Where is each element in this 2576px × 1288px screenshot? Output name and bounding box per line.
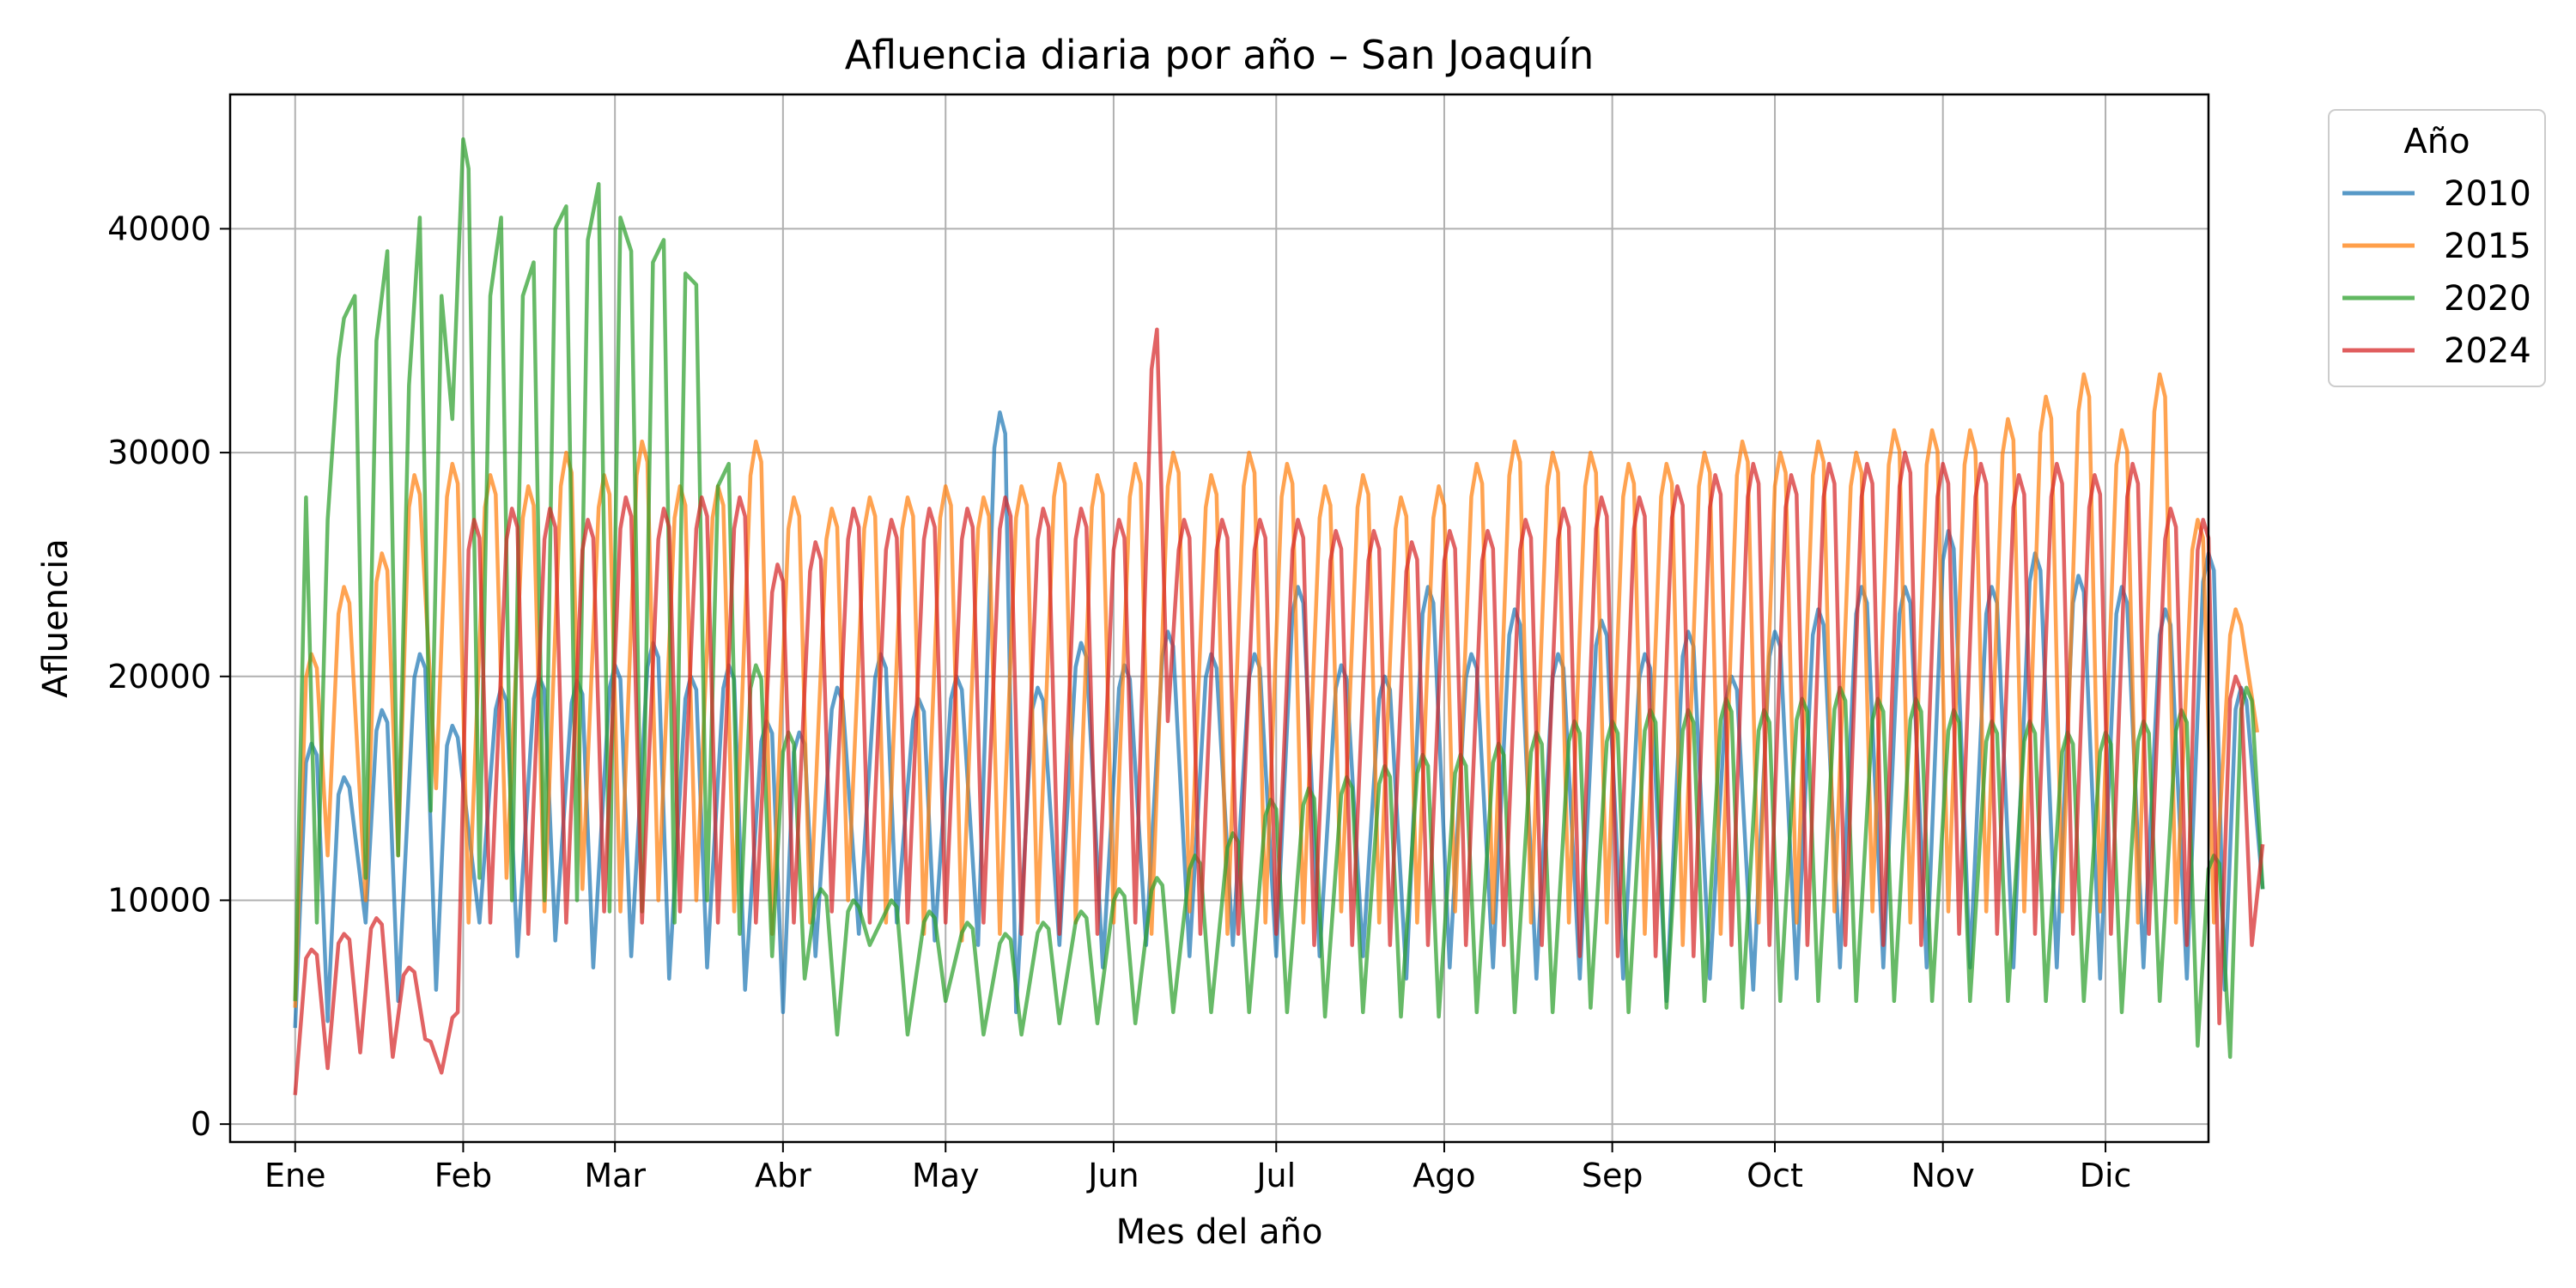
legend-label-2024: 2024 bbox=[2444, 331, 2531, 371]
legend-label-2015: 2015 bbox=[2444, 227, 2531, 266]
y-axis-label: Afluencia bbox=[36, 538, 76, 698]
x-tick-label: Ago bbox=[1413, 1157, 1475, 1194]
plot-area-frame bbox=[228, 93, 2210, 1144]
x-tick-label: Ene bbox=[264, 1157, 325, 1194]
x-tick-label: Oct bbox=[1747, 1157, 1803, 1194]
x-tick-label: Jun bbox=[1086, 1157, 1139, 1194]
legend-title: Año bbox=[2403, 122, 2470, 161]
series-line-2010 bbox=[293, 410, 2265, 1029]
x-tick-label: Dic bbox=[2080, 1157, 2132, 1194]
x-tick-label: Nov bbox=[1911, 1157, 1975, 1194]
x-tick-label: Mar bbox=[584, 1157, 646, 1194]
series-lines bbox=[293, 137, 2265, 1096]
y-axis-ticks: 0 10000 20000 30000 40000 bbox=[107, 210, 230, 1143]
legend-label-2020: 2020 bbox=[2444, 279, 2531, 319]
y-tick-label: 20000 bbox=[107, 658, 211, 696]
x-tick-label: Sep bbox=[1582, 1157, 1643, 1194]
x-tick-label: Feb bbox=[434, 1157, 492, 1194]
chart-title: Afluencia diaria por año – San Joaquín bbox=[845, 32, 1595, 78]
y-tick-label: 10000 bbox=[107, 881, 211, 919]
x-tick-label: May bbox=[912, 1157, 980, 1194]
legend: Año 2010 2015 2020 2024 bbox=[2328, 109, 2546, 387]
x-tick-label: Abr bbox=[755, 1157, 811, 1194]
x-axis-label: Mes del año bbox=[1116, 1212, 1323, 1252]
legend-label-2010: 2010 bbox=[2444, 174, 2531, 214]
y-tick-label: 40000 bbox=[107, 210, 211, 247]
x-tick-label: Jul bbox=[1255, 1157, 1296, 1194]
legend-box bbox=[2328, 109, 2546, 387]
series-line-2015 bbox=[293, 372, 2260, 1008]
y-tick-label: 0 bbox=[191, 1105, 211, 1143]
series-line-2024 bbox=[293, 327, 2265, 1096]
y-tick-label: 30000 bbox=[107, 434, 211, 471]
x-axis-ticks: Ene Feb Mar Abr May Jun Jul Ago Sep Oct Nov Dic bbox=[264, 1142, 2131, 1194]
series-line-2020 bbox=[293, 137, 2265, 1060]
